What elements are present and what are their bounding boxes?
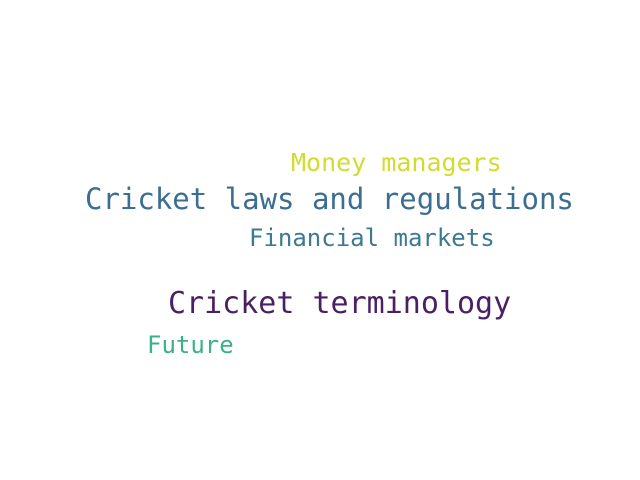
word-money-managers: Money managers: [291, 148, 502, 177]
word-cricket-terminology: Cricket terminology: [168, 286, 512, 321]
word-financial-markets: Financial markets: [249, 224, 495, 252]
word-future: Future: [147, 331, 234, 359]
word-cricket-laws: Cricket laws and regulations: [85, 182, 574, 216]
